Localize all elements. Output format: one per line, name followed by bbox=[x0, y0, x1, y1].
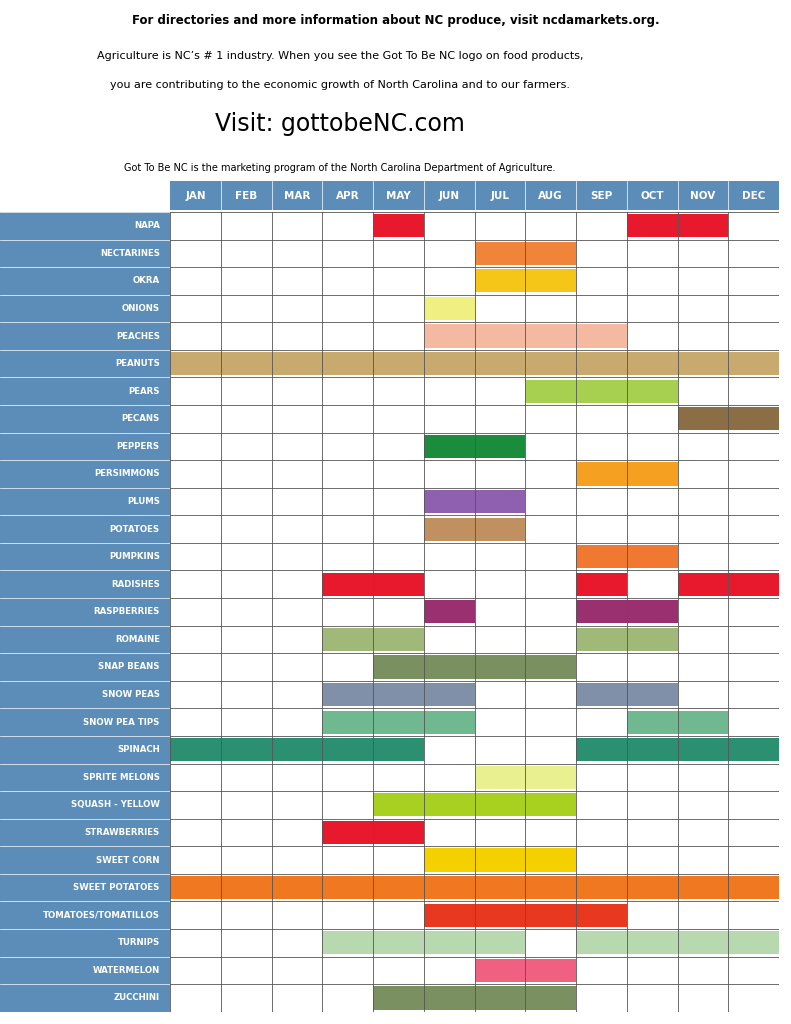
Bar bbox=[475, 958, 576, 982]
Text: PERSIMMONS: PERSIMMONS bbox=[94, 469, 160, 478]
Text: STRAWBERRIES: STRAWBERRIES bbox=[85, 828, 160, 837]
Bar bbox=[576, 600, 678, 624]
Bar bbox=[323, 628, 424, 651]
Text: WATERMELON: WATERMELON bbox=[93, 966, 160, 975]
Bar bbox=[576, 463, 678, 485]
Bar bbox=[424, 600, 475, 624]
Bar bbox=[626, 711, 729, 734]
Bar bbox=[678, 572, 779, 596]
Bar bbox=[678, 408, 779, 430]
Text: JUL: JUL bbox=[490, 190, 509, 201]
Text: SNAP BEANS: SNAP BEANS bbox=[98, 663, 160, 672]
Text: OKRA: OKRA bbox=[133, 276, 160, 286]
Bar bbox=[323, 572, 424, 596]
Bar bbox=[373, 655, 576, 679]
Text: PUMPKINS: PUMPKINS bbox=[109, 552, 160, 561]
Text: SPRITE MELONS: SPRITE MELONS bbox=[83, 773, 160, 781]
Text: RADISHES: RADISHES bbox=[111, 580, 160, 589]
Bar bbox=[373, 794, 576, 816]
Text: SNOW PEA TIPS: SNOW PEA TIPS bbox=[84, 718, 160, 727]
Text: JAN: JAN bbox=[185, 190, 206, 201]
Text: you are contributing to the economic growth of North Carolina and to our farmers: you are contributing to the economic gro… bbox=[110, 80, 570, 90]
Bar bbox=[424, 489, 525, 513]
Text: SPINACH: SPINACH bbox=[117, 745, 160, 755]
Bar bbox=[323, 711, 475, 734]
Text: Got To Be NC is the marketing program of the North Carolina Department of Agricu: Got To Be NC is the marketing program of… bbox=[124, 163, 556, 173]
Bar bbox=[576, 545, 678, 568]
Text: SWEET POTATOES: SWEET POTATOES bbox=[74, 883, 160, 892]
Text: FEB: FEB bbox=[235, 190, 257, 201]
Text: ROMAINE: ROMAINE bbox=[115, 635, 160, 644]
Text: OCT: OCT bbox=[641, 190, 664, 201]
Bar bbox=[525, 380, 678, 402]
Text: PEACHES: PEACHES bbox=[115, 332, 160, 341]
Bar bbox=[576, 572, 627, 596]
Bar bbox=[475, 766, 576, 788]
Text: SWEET CORN: SWEET CORN bbox=[97, 855, 160, 864]
Bar bbox=[475, 242, 576, 265]
Text: PEARS: PEARS bbox=[128, 387, 160, 395]
Bar bbox=[424, 297, 475, 321]
Bar bbox=[323, 931, 525, 954]
Text: PLUMS: PLUMS bbox=[127, 497, 160, 506]
Bar bbox=[626, 214, 729, 238]
Text: NAPA: NAPA bbox=[134, 221, 160, 230]
Bar bbox=[424, 517, 525, 541]
Bar bbox=[170, 876, 779, 899]
Text: SEP: SEP bbox=[590, 190, 612, 201]
Text: AUG: AUG bbox=[539, 190, 563, 201]
Bar bbox=[576, 683, 678, 707]
Bar bbox=[475, 269, 576, 293]
Text: SQUASH - YELLOW: SQUASH - YELLOW bbox=[71, 801, 160, 809]
Text: Agriculture is NC’s # 1 industry. When you see the Got To Be NC logo on food pro: Agriculture is NC’s # 1 industry. When y… bbox=[97, 51, 584, 60]
Bar bbox=[576, 628, 678, 651]
Bar bbox=[576, 931, 779, 954]
Text: NOV: NOV bbox=[691, 190, 716, 201]
Text: SNOW PEAS: SNOW PEAS bbox=[102, 690, 160, 699]
Bar bbox=[373, 214, 424, 238]
Text: ONIONS: ONIONS bbox=[122, 304, 160, 313]
Text: TURNIPS: TURNIPS bbox=[118, 938, 160, 947]
Text: POTATOES: POTATOES bbox=[110, 524, 160, 534]
Bar bbox=[323, 821, 424, 844]
Bar bbox=[170, 738, 424, 761]
Bar bbox=[576, 738, 779, 761]
Text: ZUCCHINI: ZUCCHINI bbox=[114, 993, 160, 1002]
Bar bbox=[373, 986, 576, 1010]
Bar bbox=[323, 683, 475, 707]
Text: PEANUTS: PEANUTS bbox=[115, 359, 160, 369]
Text: PECANS: PECANS bbox=[122, 415, 160, 423]
Text: MAR: MAR bbox=[284, 190, 310, 201]
Text: RASPBERRIES: RASPBERRIES bbox=[93, 607, 160, 616]
Bar bbox=[424, 325, 626, 348]
Text: Visit: gottobeNC.com: Visit: gottobeNC.com bbox=[215, 113, 465, 136]
Text: APR: APR bbox=[336, 190, 360, 201]
Text: PEPPERS: PEPPERS bbox=[117, 442, 160, 451]
Text: For directories and more information about NC produce, visit ncdamarkets.org.: For directories and more information abo… bbox=[131, 14, 660, 28]
Bar bbox=[170, 352, 779, 375]
Text: MAY: MAY bbox=[386, 190, 411, 201]
Text: NECTARINES: NECTARINES bbox=[100, 249, 160, 258]
Text: JUN: JUN bbox=[439, 190, 460, 201]
Bar bbox=[424, 903, 626, 927]
Text: DEC: DEC bbox=[742, 190, 766, 201]
Bar bbox=[424, 849, 576, 871]
Bar bbox=[424, 435, 525, 458]
Text: TOMATOES/TOMATILLOS: TOMATOES/TOMATILLOS bbox=[43, 910, 160, 920]
